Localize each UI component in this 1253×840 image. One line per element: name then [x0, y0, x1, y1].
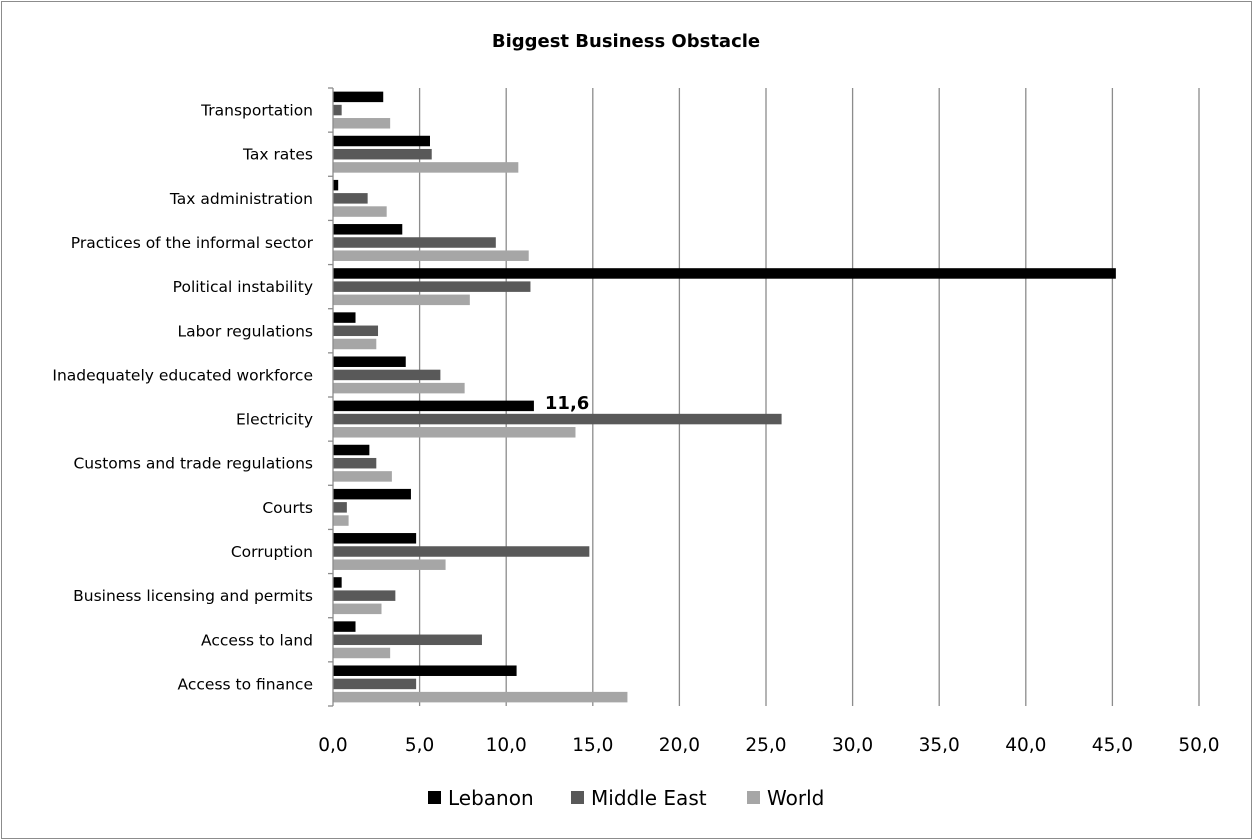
bar-middle-east-courts — [333, 502, 347, 513]
x-tick-label: 40,0 — [1005, 735, 1046, 756]
x-tick-label: 5,0 — [405, 735, 434, 756]
category-label-access-to-finance: Access to finance — [178, 675, 313, 693]
bar-world-business-licensing-and-permits — [333, 604, 381, 615]
bar-middle-east-electricity — [333, 414, 782, 425]
bar-world-practices-of-the-informal-sector — [333, 250, 529, 261]
data-label-lebanon-electricity: 11,6 — [545, 393, 589, 414]
chart-title: Biggest Business Obstacle — [492, 31, 760, 52]
category-label-practices-of-the-informal-sector: Practices of the informal sector — [71, 234, 314, 252]
legend[interactable]: Lebanon Middle East World — [428, 786, 824, 810]
bar-world-electricity — [333, 427, 575, 438]
category-label-labor-regulations: Labor regulations — [177, 322, 313, 340]
x-tick-label: 50,0 — [1178, 735, 1219, 756]
bar-lebanon-business-licensing-and-permits — [333, 577, 342, 588]
legend-label-middle-east[interactable]: Middle East — [591, 786, 707, 810]
x-tick-labels: 0,0 5,0 10,0 15,0 20,0 25,0 30,0 35,0 40,0 45,0 50… — [318, 735, 1219, 756]
bar-lebanon-access-to-finance — [333, 665, 517, 676]
x-tick-label: 25,0 — [745, 735, 786, 756]
bar-middle-east-practices-of-the-informal-sector — [333, 237, 496, 248]
bar-lebanon-corruption — [333, 533, 416, 544]
bar-world-tax-administration — [333, 206, 387, 217]
bar-world-access-to-land — [333, 648, 390, 659]
bar-world-courts — [333, 515, 349, 526]
gridlines — [420, 88, 1199, 706]
bar-world-corruption — [333, 559, 446, 570]
bar-lebanon-inadequately-educated-workforce — [333, 356, 406, 367]
bar-world-political-instability — [333, 295, 470, 306]
bar-world-access-to-finance — [333, 692, 627, 703]
bar-world-inadequately-educated-workforce — [333, 383, 465, 394]
legend-swatch-world[interactable] — [747, 791, 760, 804]
bar-lebanon-tax-rates — [333, 136, 430, 147]
category-label-electricity: Electricity — [236, 411, 313, 429]
bar-lebanon-customs-and-trade-regulations — [333, 445, 369, 456]
category-label-access-to-land: Access to land — [201, 631, 313, 649]
bar-middle-east-tax-rates — [333, 149, 432, 160]
bar-lebanon-political-instability — [333, 268, 1116, 279]
bar-middle-east-tax-administration — [333, 193, 368, 204]
bar-middle-east-customs-and-trade-regulations — [333, 458, 376, 469]
bar-lebanon-electricity — [333, 401, 534, 412]
x-tick-label: 10,0 — [486, 735, 527, 756]
bar-world-transportation — [333, 118, 390, 128]
category-label-business-licensing-and-permits: Business licensing and permits — [73, 587, 313, 605]
legend-swatch-middle-east[interactable] — [571, 791, 584, 804]
axes — [328, 88, 333, 706]
bar-middle-east-access-to-finance — [333, 679, 416, 690]
data-labels: 11,6 — [545, 393, 589, 414]
category-label-corruption: Corruption — [231, 543, 313, 561]
bar-lebanon-labor-regulations — [333, 312, 356, 323]
x-tick-label: 0,0 — [318, 735, 347, 756]
bar-middle-east-inadequately-educated-workforce — [333, 370, 440, 381]
bar-middle-east-access-to-land — [333, 635, 482, 646]
bar-lebanon-tax-administration — [333, 180, 338, 191]
bar-middle-east-business-licensing-and-permits — [333, 590, 395, 601]
bar-middle-east-political-instability — [333, 281, 530, 292]
bar-middle-east-transportation — [333, 105, 342, 116]
bar-middle-east-corruption — [333, 546, 589, 557]
x-tick-label: 20,0 — [659, 735, 700, 756]
x-tick-label: 30,0 — [832, 735, 873, 756]
x-tick-label: 45,0 — [1092, 735, 1133, 756]
x-tick-label: 35,0 — [919, 735, 960, 756]
category-label-courts: Courts — [262, 499, 313, 517]
category-label-tax-administration: Tax administration — [169, 190, 313, 208]
category-labels: Transportation Tax rates Tax administratio… — [52, 102, 313, 694]
category-label-transportation: Transportation — [200, 102, 313, 120]
legend-label-lebanon[interactable]: Lebanon — [448, 786, 534, 810]
x-tick-label: 15,0 — [572, 735, 613, 756]
bar-lebanon-practices-of-the-informal-sector — [333, 224, 402, 235]
bar-middle-east-labor-regulations — [333, 326, 378, 337]
bar-world-customs-and-trade-regulations — [333, 471, 392, 482]
bars — [333, 92, 1116, 703]
bar-lebanon-courts — [333, 489, 411, 500]
bar-world-labor-regulations — [333, 339, 376, 350]
legend-swatch-lebanon[interactable] — [428, 791, 441, 804]
category-label-customs-and-trade-regulations: Customs and trade regulations — [73, 455, 313, 473]
legend-label-world[interactable]: World — [767, 786, 824, 810]
bar-lebanon-transportation — [333, 92, 383, 103]
bar-lebanon-access-to-land — [333, 621, 356, 632]
bar-world-tax-rates — [333, 162, 518, 173]
category-label-tax-rates: Tax rates — [242, 146, 313, 164]
category-label-inadequately-educated-workforce: Inadequately educated workforce — [52, 366, 313, 384]
category-label-political-instability: Political instability — [173, 278, 313, 296]
